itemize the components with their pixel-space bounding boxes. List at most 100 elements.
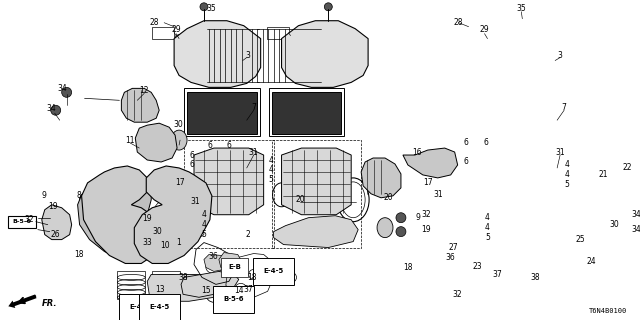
Text: 1: 1 bbox=[176, 238, 180, 247]
Ellipse shape bbox=[377, 218, 393, 238]
Text: 34: 34 bbox=[632, 210, 640, 219]
Polygon shape bbox=[361, 158, 401, 198]
Text: 28: 28 bbox=[150, 18, 159, 27]
Text: 10: 10 bbox=[161, 241, 170, 250]
Text: 32: 32 bbox=[453, 290, 463, 299]
Bar bbox=[269, 88, 344, 136]
Text: 20: 20 bbox=[296, 195, 305, 204]
Polygon shape bbox=[135, 123, 177, 162]
Text: 31: 31 bbox=[190, 197, 200, 206]
Ellipse shape bbox=[194, 231, 204, 236]
Text: 12: 12 bbox=[140, 86, 149, 95]
Text: 4: 4 bbox=[202, 210, 206, 219]
Ellipse shape bbox=[396, 227, 406, 236]
Polygon shape bbox=[42, 205, 72, 240]
Polygon shape bbox=[122, 88, 159, 122]
Text: 38: 38 bbox=[179, 273, 188, 282]
Text: 31: 31 bbox=[556, 148, 565, 156]
Text: 7: 7 bbox=[252, 103, 256, 112]
Text: 33: 33 bbox=[142, 238, 152, 247]
Text: 14: 14 bbox=[234, 286, 244, 295]
Text: 3: 3 bbox=[557, 51, 563, 60]
Text: 32: 32 bbox=[421, 210, 431, 219]
Polygon shape bbox=[181, 271, 239, 297]
Ellipse shape bbox=[171, 130, 187, 150]
Text: 2: 2 bbox=[245, 230, 250, 239]
Text: 17: 17 bbox=[423, 178, 433, 188]
Polygon shape bbox=[81, 166, 159, 263]
Polygon shape bbox=[219, 252, 242, 271]
Text: 17: 17 bbox=[175, 178, 185, 188]
Text: 11: 11 bbox=[125, 136, 135, 145]
Text: 4: 4 bbox=[564, 171, 570, 180]
Text: 29: 29 bbox=[172, 25, 181, 34]
Text: 4: 4 bbox=[485, 213, 490, 222]
Text: 24: 24 bbox=[586, 257, 596, 266]
Ellipse shape bbox=[294, 44, 318, 71]
Text: 13: 13 bbox=[156, 285, 165, 294]
Text: 30: 30 bbox=[173, 120, 183, 129]
Text: 6: 6 bbox=[463, 157, 468, 166]
Text: 37: 37 bbox=[493, 270, 502, 279]
Ellipse shape bbox=[175, 35, 183, 43]
Text: 20: 20 bbox=[383, 193, 393, 202]
Polygon shape bbox=[134, 166, 212, 263]
Ellipse shape bbox=[396, 213, 406, 223]
Text: 4: 4 bbox=[202, 220, 206, 229]
Text: B-5-6: B-5-6 bbox=[223, 296, 244, 302]
Bar bbox=[8, 216, 36, 228]
Text: E-4-5: E-4-5 bbox=[149, 304, 170, 310]
Polygon shape bbox=[77, 172, 151, 258]
Text: 21: 21 bbox=[598, 171, 607, 180]
Text: E-4-5: E-4-5 bbox=[264, 268, 284, 275]
Text: 27: 27 bbox=[449, 243, 458, 252]
Text: 30: 30 bbox=[609, 220, 619, 229]
Text: FR.: FR. bbox=[42, 299, 58, 308]
Text: 38: 38 bbox=[531, 273, 540, 282]
Polygon shape bbox=[147, 275, 224, 301]
Text: 5: 5 bbox=[564, 180, 570, 189]
Ellipse shape bbox=[194, 207, 204, 213]
Bar bbox=[271, 92, 341, 134]
Text: 6: 6 bbox=[189, 150, 195, 160]
Text: 35: 35 bbox=[516, 4, 526, 13]
Ellipse shape bbox=[175, 44, 199, 71]
Text: 19: 19 bbox=[143, 214, 152, 223]
Ellipse shape bbox=[298, 48, 314, 68]
Text: 26: 26 bbox=[51, 230, 61, 239]
Text: 34: 34 bbox=[47, 104, 56, 113]
Text: 19: 19 bbox=[421, 225, 431, 234]
Text: 6: 6 bbox=[483, 138, 488, 147]
Text: 5: 5 bbox=[202, 230, 206, 239]
Text: 9: 9 bbox=[415, 213, 420, 222]
Text: 32: 32 bbox=[24, 215, 34, 224]
Bar bbox=[267, 27, 289, 39]
Text: 3: 3 bbox=[245, 51, 250, 60]
Ellipse shape bbox=[194, 219, 204, 225]
Bar bbox=[117, 271, 145, 299]
Text: 15: 15 bbox=[201, 286, 211, 295]
Text: 34: 34 bbox=[632, 225, 640, 234]
Text: 4: 4 bbox=[268, 156, 273, 164]
Text: 4: 4 bbox=[485, 223, 490, 232]
Text: 36: 36 bbox=[446, 253, 456, 262]
Text: 4: 4 bbox=[268, 165, 273, 174]
Bar bbox=[271, 140, 361, 248]
Bar bbox=[152, 271, 180, 299]
Text: 16: 16 bbox=[412, 148, 422, 156]
Text: B-5-6: B-5-6 bbox=[12, 219, 31, 224]
Text: 6: 6 bbox=[227, 140, 231, 149]
Text: 5: 5 bbox=[485, 233, 490, 242]
Polygon shape bbox=[194, 148, 264, 215]
Text: 9: 9 bbox=[42, 191, 46, 200]
Text: 36: 36 bbox=[208, 252, 218, 261]
Text: 19: 19 bbox=[48, 202, 58, 211]
Polygon shape bbox=[282, 148, 351, 215]
Text: 28: 28 bbox=[454, 18, 463, 27]
Text: E-B: E-B bbox=[228, 264, 241, 270]
Bar bbox=[184, 88, 260, 136]
Text: 6: 6 bbox=[463, 138, 468, 147]
Ellipse shape bbox=[51, 105, 61, 115]
Text: 8: 8 bbox=[76, 191, 81, 200]
Text: 25: 25 bbox=[575, 235, 585, 244]
